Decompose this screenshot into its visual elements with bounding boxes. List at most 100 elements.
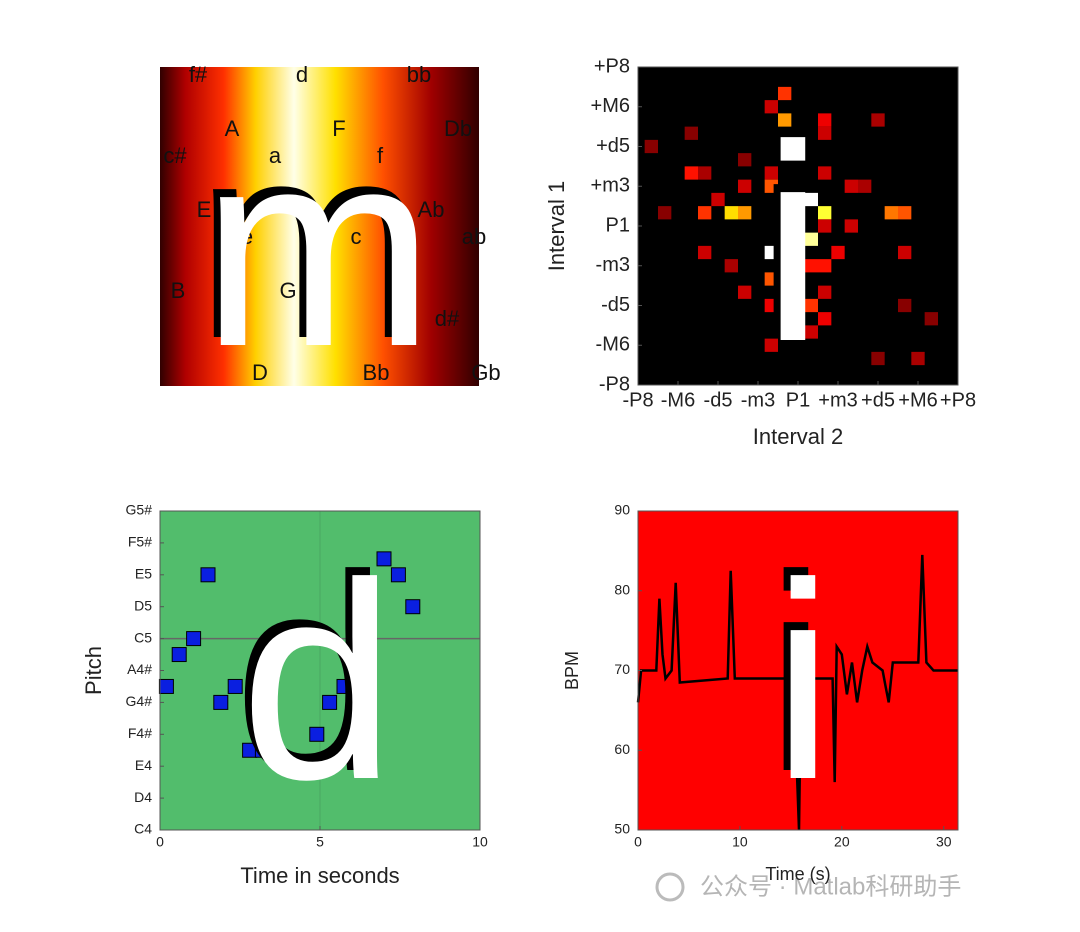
- x-tick-label: -d5: [704, 389, 733, 411]
- y-tick-label: -M6: [596, 334, 630, 356]
- plot-background: [638, 67, 958, 385]
- y-tick-label: E5: [135, 566, 152, 582]
- y-tick-label: 50: [614, 821, 630, 837]
- y-tick-label: -d5: [601, 294, 630, 316]
- y-tick-label: E4: [135, 757, 152, 773]
- note: [309, 726, 325, 742]
- note: [158, 678, 174, 694]
- heat-cell: [724, 206, 738, 220]
- heat-cell: [698, 206, 712, 220]
- heat-cell: [724, 259, 738, 273]
- key-label: Gb: [471, 360, 500, 385]
- y-tick-label: F4#: [128, 725, 152, 741]
- note: [376, 551, 392, 567]
- x-tick-label: +m3: [818, 389, 857, 411]
- key-label: f: [377, 143, 384, 168]
- heat-cell: [924, 312, 938, 326]
- y-axis-label: Interval 1: [544, 181, 569, 272]
- heat-cell: [764, 272, 778, 286]
- y-axis-label: BPM: [562, 651, 582, 690]
- note: [322, 694, 338, 710]
- heat-cell: [764, 179, 778, 193]
- heat-cell: [698, 166, 712, 180]
- x-axis-label: Interval 2: [753, 424, 844, 449]
- y-tick-label: 80: [614, 581, 630, 597]
- x-tick-label: 20: [834, 834, 850, 850]
- heat-cell: [778, 86, 792, 101]
- key-label: G: [279, 278, 296, 303]
- heat-cell: [698, 245, 712, 260]
- heat-cell: [898, 206, 912, 220]
- y-tick-label: D4: [134, 789, 152, 805]
- overlay-letter: m: [201, 93, 434, 405]
- x-tick-label: P1: [786, 389, 810, 411]
- key-label: d: [296, 62, 308, 87]
- heat-cell: [644, 139, 658, 154]
- x-axis-label: Time (s): [765, 864, 830, 884]
- key-label: a: [269, 143, 282, 168]
- heat-cell: [764, 245, 778, 260]
- watermark: 公众号 · Matlab科研助手: [700, 873, 961, 900]
- keyscape-image: [160, 67, 479, 386]
- heat-cell: [818, 166, 832, 180]
- heat-cell: [844, 179, 858, 193]
- heat-cell: [818, 285, 832, 299]
- y-tick-label: 70: [614, 661, 630, 677]
- heat-cell: [738, 285, 752, 299]
- y-tick-label: G5#: [126, 502, 153, 518]
- y-tick-label: 90: [614, 502, 630, 518]
- heat-cell: [818, 219, 832, 233]
- x-tick-label: -M6: [661, 389, 695, 411]
- y-tick-label: -P8: [599, 373, 630, 395]
- overlay-letter: i: [762, 88, 824, 400]
- note: [200, 567, 216, 583]
- x-axis-label: Time in seconds: [240, 863, 399, 888]
- y-axis-label: Pitch: [81, 646, 106, 695]
- key-label: e: [241, 224, 253, 249]
- x-tick-label: 10: [732, 834, 748, 850]
- x-tick-label: +M6: [898, 389, 937, 411]
- x-tick-label: 0: [634, 834, 642, 850]
- heat-cell: [844, 219, 858, 233]
- key-label: d#: [435, 306, 460, 331]
- x-tick-label: 5: [316, 834, 324, 850]
- heat-cell: [898, 245, 912, 260]
- key-label: E: [197, 197, 212, 222]
- key-label: c#: [163, 143, 187, 168]
- overlay-shadow: i: [755, 80, 817, 392]
- key-label: c: [351, 224, 362, 249]
- key-label: f#: [189, 62, 208, 87]
- note: [186, 631, 202, 647]
- heat-cell: [911, 351, 925, 366]
- y-tick-label: +P8: [594, 55, 630, 77]
- y-tick-label: +d5: [596, 135, 630, 157]
- tempo-line: [636, 554, 958, 831]
- heat-cell: [804, 259, 818, 273]
- heat-cell: [871, 113, 885, 127]
- y-tick-label: 60: [614, 741, 630, 757]
- y-tick-label: D5: [134, 597, 152, 613]
- heat-cell: [818, 206, 832, 220]
- key-label: Ab: [418, 197, 445, 222]
- heat-cell: [684, 126, 698, 140]
- heat-cell: [791, 192, 805, 207]
- heat-cell: [711, 192, 725, 207]
- y-tick-label: G4#: [126, 693, 153, 709]
- heat-cell: [804, 232, 818, 246]
- heat-cell: [871, 351, 885, 366]
- note: [227, 678, 243, 694]
- note: [213, 694, 229, 710]
- heat-cell: [658, 206, 672, 220]
- key-label: Db: [444, 116, 472, 141]
- heat-cell: [764, 338, 778, 352]
- x-tick-label: -m3: [741, 389, 775, 411]
- heat-cell: [764, 166, 778, 180]
- heat-cell: [764, 298, 778, 313]
- overlay-letter: i: [772, 526, 834, 838]
- x-tick-label: +P8: [940, 389, 976, 411]
- y-tick-label: +m3: [591, 175, 630, 197]
- heat-cell: [778, 113, 792, 127]
- heat-cell: [738, 179, 752, 193]
- key-label: F: [332, 116, 345, 141]
